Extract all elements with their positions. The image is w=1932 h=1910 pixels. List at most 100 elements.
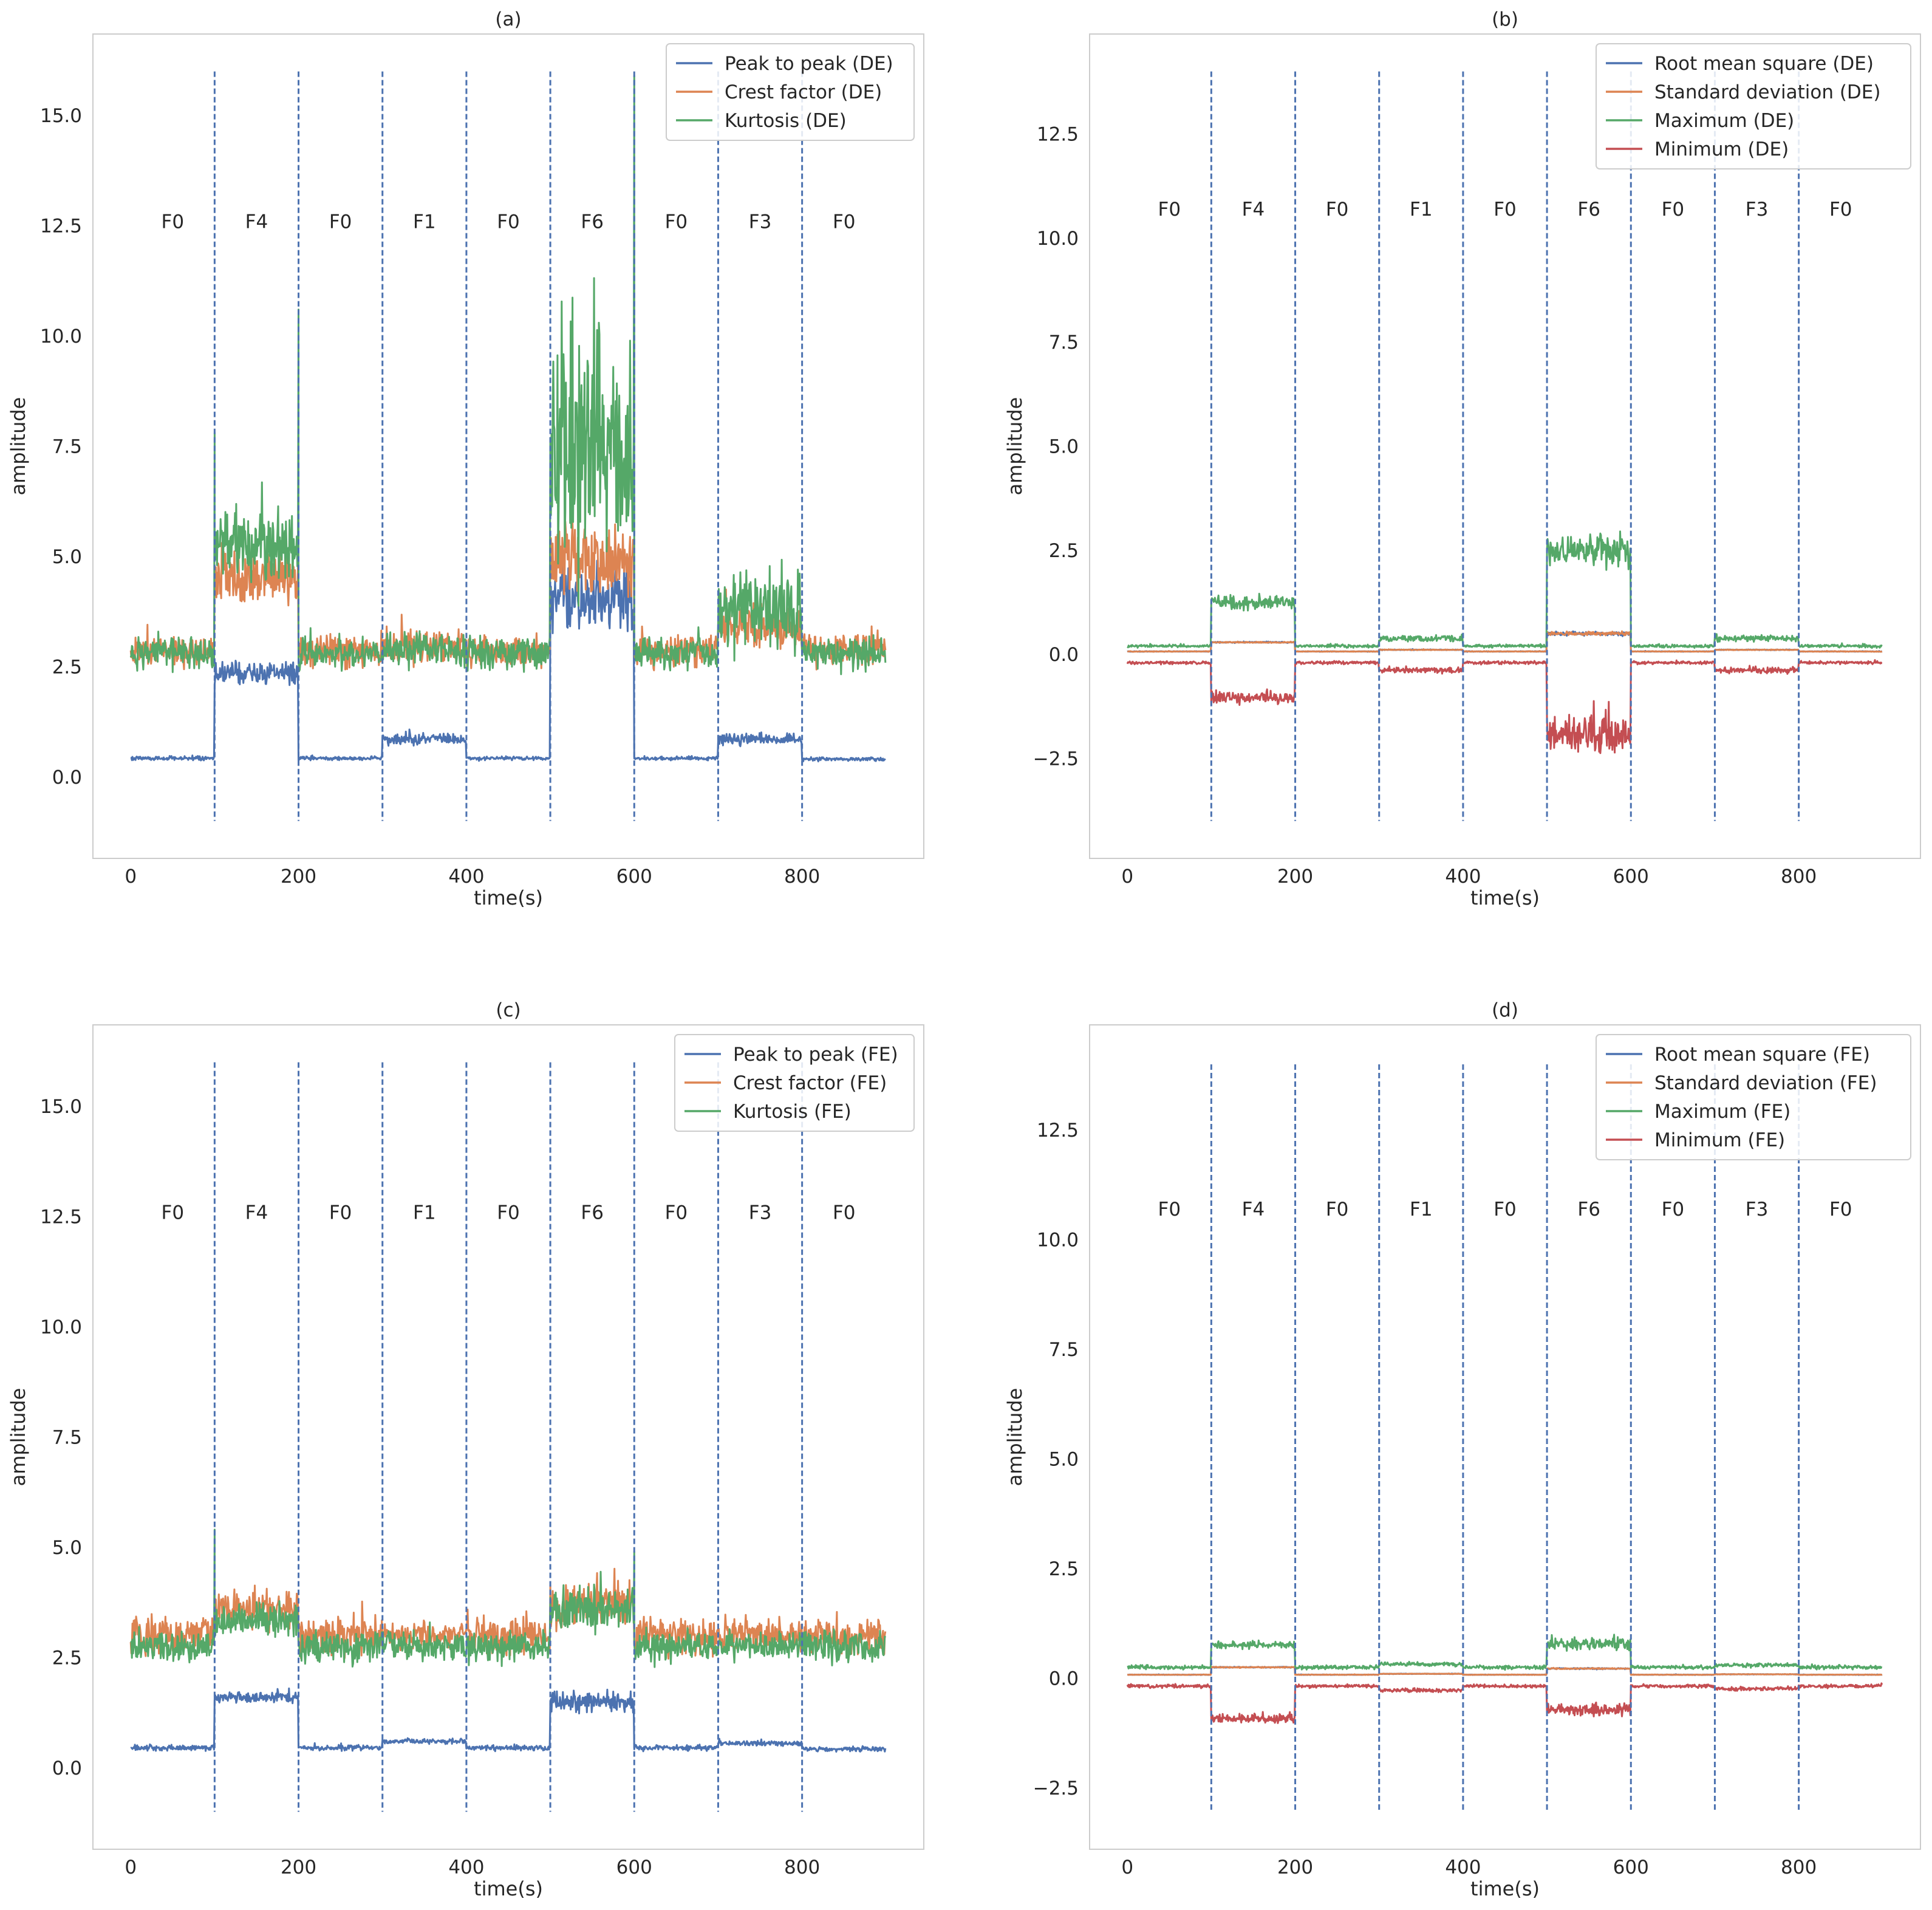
x-tick-label: 0 — [125, 1857, 137, 1878]
y-tick-label: 12.5 — [40, 216, 82, 238]
segment-label: F3 — [1746, 1199, 1769, 1220]
x-tick-label: 800 — [1781, 1857, 1817, 1878]
segment-label: F0 — [497, 211, 520, 233]
segment-label: F0 — [665, 211, 688, 233]
x-tick-label: 200 — [1277, 1857, 1313, 1878]
y-tick-label: 10.0 — [40, 326, 82, 347]
y-tick-label: 2.5 — [52, 656, 82, 678]
segment-label: F4 — [245, 1202, 268, 1224]
x-tick-label: 800 — [784, 1857, 820, 1878]
segment-label: F0 — [1829, 199, 1852, 221]
segment-label: F3 — [749, 1202, 772, 1224]
y-tick-label: 0.0 — [1049, 644, 1079, 666]
segment-label: F0 — [1493, 1199, 1517, 1220]
panel-title: (a) — [495, 9, 521, 30]
legend-entry: Standard deviation (FE) — [1654, 1072, 1877, 1094]
series-line — [1127, 630, 1883, 653]
x-axis-label: time(s) — [1470, 886, 1540, 909]
segment-label: F0 — [833, 211, 856, 233]
legend: Root mean square (DE) Standard deviation … — [1596, 43, 1911, 169]
legend-frame — [1596, 43, 1911, 169]
x-tick-label: 400 — [448, 1857, 484, 1878]
y-tick-label: 0.0 — [52, 767, 82, 789]
legend-entry: Minimum (FE) — [1654, 1129, 1785, 1151]
y-tick-label: 2.5 — [52, 1647, 82, 1669]
legend-frame — [674, 1034, 915, 1132]
y-tick-label: 0.0 — [52, 1758, 82, 1779]
segment-label: F4 — [1242, 1199, 1265, 1220]
legend-frame — [1596, 1034, 1911, 1160]
y-tick-label: 12.5 — [1037, 1120, 1079, 1142]
y-tick-label: 5.0 — [1049, 436, 1079, 458]
segment-label: F0 — [1326, 199, 1349, 221]
legend-entry: Root mean square (DE) — [1654, 53, 1874, 75]
y-axis-label: amplitude — [1003, 1388, 1026, 1487]
x-tick-label: 0 — [125, 866, 137, 888]
x-tick-label: 600 — [616, 1857, 652, 1878]
segment-label: F0 — [1158, 1199, 1181, 1220]
segment-label: F0 — [329, 211, 352, 233]
y-tick-label: 7.5 — [52, 1427, 82, 1449]
segment-label: F0 — [161, 1202, 184, 1224]
plot-frame — [92, 33, 924, 859]
series-line — [1127, 1634, 1883, 1671]
y-tick-label: 10.0 — [40, 1316, 82, 1338]
segment-label: F4 — [1242, 199, 1265, 221]
y-tick-label: 5.0 — [52, 1537, 82, 1559]
legend-entry: Kurtosis (DE) — [725, 110, 847, 132]
segment-label: F3 — [749, 211, 772, 233]
series-line — [1127, 1666, 1883, 1676]
segment-label: F0 — [497, 1202, 520, 1224]
segment-label: F0 — [1158, 199, 1181, 221]
segment-label: F0 — [665, 1202, 688, 1224]
segment-label: F0 — [329, 1202, 352, 1224]
legend: Root mean square (FE) Standard deviation … — [1596, 1034, 1911, 1160]
segment-label: F4 — [245, 211, 268, 233]
x-tick-label: 800 — [1781, 866, 1817, 888]
y-tick-label: 10.0 — [1037, 228, 1079, 250]
legend-entry: Kurtosis (FE) — [733, 1101, 852, 1123]
y-tick-label: 7.5 — [1049, 332, 1079, 354]
segment-label: F0 — [833, 1202, 856, 1224]
y-tick-label: 2.5 — [1049, 1558, 1079, 1580]
series-line — [130, 556, 886, 762]
legend-entry: Standard deviation (DE) — [1654, 81, 1880, 103]
x-axis-label: time(s) — [474, 1877, 543, 1900]
y-tick-label: −2.5 — [1033, 1778, 1079, 1799]
segment-label: F3 — [1746, 199, 1769, 221]
panel-c: (c) 0 200 400 600 800 0.0 2.5 5.0 7.5 10.0 12.5 15.0… — [7, 999, 924, 1900]
x-tick-label: 400 — [1445, 866, 1481, 888]
segment-label: F0 — [1662, 1199, 1685, 1220]
segment-label: F6 — [581, 1202, 604, 1224]
series-line — [129, 75, 887, 676]
y-tick-label: 5.0 — [1049, 1449, 1079, 1471]
segment-label: F6 — [581, 211, 604, 233]
series-line — [130, 1528, 887, 1668]
segment-label: F0 — [1326, 1199, 1349, 1220]
segment-label: F0 — [1662, 199, 1685, 221]
x-tick-label: 600 — [1613, 866, 1649, 888]
y-tick-label: 2.5 — [1049, 540, 1079, 562]
legend-entry: Maximum (DE) — [1654, 110, 1794, 132]
segment-label: F0 — [1829, 1199, 1852, 1220]
x-tick-label: 200 — [1277, 866, 1313, 888]
x-tick-label: 0 — [1121, 866, 1133, 888]
legend-entry: Crest factor (FE) — [733, 1072, 887, 1094]
segment-label: F1 — [413, 1202, 436, 1224]
panel-title: (c) — [496, 999, 521, 1021]
x-tick-label: 600 — [1613, 1857, 1649, 1878]
plot-frame — [1089, 33, 1921, 859]
segment-label: F6 — [1577, 199, 1600, 221]
panel-b: (b) 0 200 400 600 800 −2.5 0.0 2.5 5.0 7.5 10.0 12.5… — [1003, 9, 1921, 909]
segment-label: F1 — [1410, 199, 1433, 221]
series-line — [130, 1687, 887, 1753]
legend-entry: Peak to peak (DE) — [725, 53, 893, 75]
y-tick-label: −2.5 — [1033, 748, 1079, 770]
segment-label: F6 — [1577, 1199, 1600, 1220]
x-axis-label: time(s) — [474, 886, 543, 909]
panel-title: (d) — [1492, 999, 1518, 1021]
panel-a: (a) 0 200 400 600 800 0.0 2.5 5.0 7.5 10.0 12.5 15.0… — [7, 9, 924, 909]
plot-frame — [1089, 1024, 1921, 1850]
legend-entry: Minimum (DE) — [1654, 139, 1789, 160]
